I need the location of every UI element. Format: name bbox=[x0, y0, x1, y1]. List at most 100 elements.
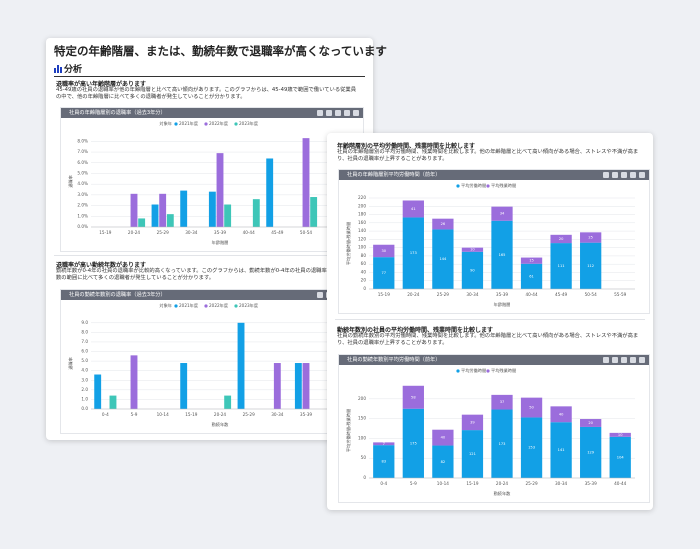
tool-button[interactable] bbox=[326, 110, 332, 116]
data-label: 10 bbox=[618, 433, 623, 437]
data-label: 7 bbox=[383, 442, 385, 446]
legend-swatch bbox=[204, 122, 208, 126]
x-tick-label: 30-34 bbox=[555, 481, 568, 486]
data-label: 111 bbox=[558, 264, 565, 268]
y-tick-label: 7.0 bbox=[81, 339, 88, 344]
tool-button[interactable] bbox=[621, 172, 627, 178]
legend-swatch bbox=[234, 304, 238, 308]
y-tick-label: 20 bbox=[361, 278, 367, 283]
x-tick-label: 20-24 bbox=[407, 292, 420, 297]
tool-button[interactable] bbox=[603, 357, 609, 363]
bar-segment bbox=[491, 206, 513, 221]
data-label: 141 bbox=[558, 448, 565, 452]
bar-segment bbox=[520, 397, 543, 418]
data-label: 58 bbox=[411, 395, 416, 399]
tool-button[interactable] bbox=[603, 172, 609, 178]
legend-label: 平均残業時間 bbox=[491, 367, 516, 374]
x-tick-label: 25-29 bbox=[437, 292, 450, 297]
x-tick-label: 35-39 bbox=[214, 230, 227, 235]
x-axis-title: 勤続年数 bbox=[494, 490, 512, 497]
y-tick-label: 8.0% bbox=[77, 138, 88, 143]
data-label: 20 bbox=[559, 237, 564, 241]
data-label: 25 bbox=[588, 236, 593, 240]
chart-header: 社員の勤続年数別平均労働時間（前年） bbox=[339, 355, 649, 365]
bar bbox=[180, 363, 188, 409]
data-label: 41 bbox=[411, 207, 416, 211]
x-axis-title: 勤続年数 bbox=[212, 421, 230, 428]
x-tick-label: 25-29 bbox=[243, 412, 256, 417]
y-tick-label: 120 bbox=[358, 236, 366, 241]
tool-button[interactable] bbox=[630, 172, 636, 178]
bar-segment bbox=[550, 234, 572, 244]
y-tick-label: 200 bbox=[358, 203, 366, 208]
x-tick-label: 20-24 bbox=[496, 481, 509, 486]
tool-button[interactable] bbox=[335, 110, 341, 116]
tool-button[interactable] bbox=[639, 172, 645, 178]
y-tick-label: 0 bbox=[363, 475, 366, 480]
legend-swatch bbox=[174, 122, 178, 126]
data-label: 175 bbox=[410, 441, 417, 445]
tool-button[interactable] bbox=[612, 357, 618, 363]
data-label: 40 bbox=[441, 436, 446, 440]
x-tick-label: 35-39 bbox=[585, 481, 598, 486]
legend-label: 2021年度 bbox=[179, 302, 199, 309]
data-label: 165 bbox=[499, 253, 506, 257]
data-label: 50 bbox=[529, 406, 534, 410]
x-tick-label: 20-24 bbox=[128, 230, 141, 235]
data-label: 34 bbox=[500, 212, 505, 216]
tool-button[interactable] bbox=[353, 110, 359, 116]
y-tick-label: 5.0% bbox=[77, 170, 88, 175]
legend-label: 平均労働時間 bbox=[461, 367, 486, 374]
data-label: 129 bbox=[587, 450, 595, 454]
tool-button[interactable] bbox=[612, 172, 618, 178]
y-tick-label: 6.0 bbox=[81, 349, 88, 354]
bar-segment bbox=[550, 243, 572, 289]
bar-segment bbox=[402, 217, 424, 289]
toolbar bbox=[317, 110, 359, 116]
tool-button[interactable] bbox=[317, 292, 323, 298]
x-tick-label: 55-59 bbox=[614, 292, 627, 297]
chart-panel: 社員の年齢階層別の退職率（過去3年分） 対象年 2021年度 2022年度 2023年度… bbox=[60, 107, 364, 252]
legend-swatch bbox=[486, 184, 490, 188]
data-label: 173 bbox=[499, 442, 506, 446]
x-tick-label: 15-19 bbox=[185, 412, 198, 417]
tool-button[interactable] bbox=[344, 110, 350, 116]
block-heading: 勤続年数別の社員の平均労働時間、残業時間を比較します bbox=[337, 327, 494, 334]
bar bbox=[130, 193, 138, 227]
chart: 平均労働時間 平均残業時間 0 20 40 60 80 100 120 140 160 180 200 2… bbox=[345, 182, 635, 308]
legend-swatch bbox=[456, 369, 460, 373]
tool-button[interactable] bbox=[621, 357, 627, 363]
chart-panel: 社員の勤続年数別平均労働時間（前年） 平均労働時間 平均残業時間 0 50 100 150 2… bbox=[338, 354, 650, 503]
x-tick-label: 15-19 bbox=[99, 230, 112, 235]
chart-title: 社員の年齢階層別の退職率（過去3年分） bbox=[69, 110, 166, 116]
tool-button[interactable] bbox=[317, 110, 323, 116]
data-label: 26 bbox=[441, 222, 446, 226]
tool-button[interactable] bbox=[630, 357, 636, 363]
legend-swatch bbox=[486, 369, 490, 373]
data-label: 90 bbox=[470, 268, 475, 272]
bar bbox=[302, 138, 310, 227]
bar-segment bbox=[580, 232, 602, 243]
data-label: 37 bbox=[500, 400, 505, 404]
tool-button[interactable] bbox=[639, 357, 645, 363]
bar-segment bbox=[373, 257, 395, 289]
bar-segment bbox=[432, 218, 454, 230]
bar-segment bbox=[491, 220, 513, 289]
y-tick-label: 2.0 bbox=[81, 387, 88, 392]
data-label: 15 bbox=[529, 259, 534, 263]
bar-segment bbox=[609, 436, 631, 478]
legend-label: 2021年度 bbox=[179, 120, 199, 127]
bar-segment bbox=[432, 429, 454, 446]
block-text: 社員の勤続年数別の平均労働時間、残業時間を比較します。他の年齢階層と比べて高い傾… bbox=[337, 333, 639, 346]
bar bbox=[151, 204, 159, 227]
chart-header: 社員の年齢階層別の退職率（過去3年分） bbox=[61, 108, 363, 118]
x-tick-label: 25-29 bbox=[525, 481, 538, 486]
bar-segment bbox=[580, 242, 602, 289]
toolbar bbox=[603, 172, 645, 178]
bar bbox=[224, 204, 232, 227]
bar bbox=[166, 214, 174, 227]
block-heading: 年齢階層別の平均労働時間、残業時間を比較します bbox=[337, 143, 476, 150]
x-tick-label: 15-19 bbox=[378, 292, 391, 297]
data-label: 77 bbox=[381, 271, 386, 275]
legend-swatch bbox=[456, 184, 460, 188]
